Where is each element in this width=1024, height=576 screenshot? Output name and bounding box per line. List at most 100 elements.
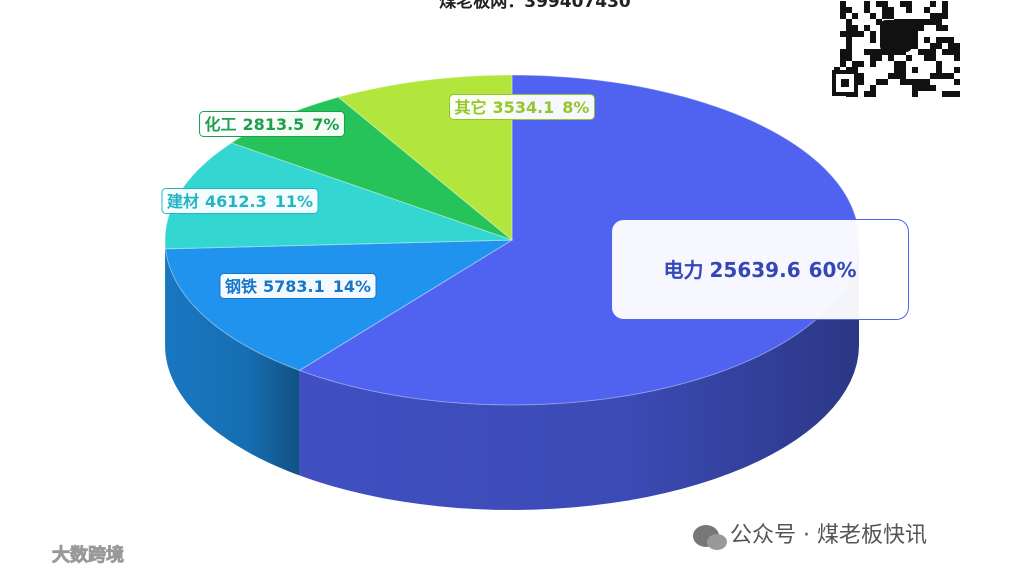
qr-cell <box>870 37 876 43</box>
qr-cell <box>912 79 918 85</box>
label-text: 钢铁 5783.1 14% <box>225 277 371 296</box>
qr-finder <box>841 79 849 87</box>
qr-cell <box>900 1 906 7</box>
qr-cell <box>948 91 954 97</box>
label-box <box>611 219 909 320</box>
qr-cell <box>882 1 888 7</box>
qr-cell <box>912 19 918 25</box>
qr-cell <box>942 1 948 7</box>
qr-cell <box>936 13 942 19</box>
label-text: 化工 2813.5 7% <box>205 115 340 134</box>
qr-cell <box>900 79 906 85</box>
qr-cell <box>846 37 852 43</box>
qr-cell <box>942 25 948 31</box>
wechat-icon <box>707 534 727 550</box>
qr-cell <box>924 55 930 61</box>
qr-cell <box>858 61 864 67</box>
watermark-text: 公众号 · 煤老板快讯 <box>730 523 927 548</box>
qr-cell <box>930 49 936 55</box>
qr-cell <box>840 1 846 7</box>
qr-cell <box>876 49 882 55</box>
qr-cell <box>840 55 846 61</box>
qr-cell <box>840 61 846 67</box>
qr-cell <box>876 55 882 61</box>
qr-cell <box>876 1 882 7</box>
qr-cell <box>840 49 846 55</box>
qr-cell <box>924 7 930 13</box>
qr-cell <box>864 91 870 97</box>
qr-cell <box>924 19 930 25</box>
qr-cell <box>930 43 936 49</box>
slice-side-shade <box>165 248 300 476</box>
qr-cell <box>852 13 858 19</box>
qr-cell <box>870 85 876 91</box>
qr-cell <box>930 19 936 25</box>
qr-cell <box>942 7 948 13</box>
qr-cell <box>894 67 900 73</box>
qr-cell <box>852 61 858 67</box>
qr-cell <box>948 73 954 79</box>
qr-cell <box>888 73 894 79</box>
qr-cell <box>948 49 954 55</box>
label-value: 2813.5 <box>243 115 305 134</box>
qr-cell <box>840 13 846 19</box>
qr-cell <box>936 19 942 25</box>
data-label: 建材 4612.3 11% <box>161 188 319 214</box>
slice-side-shade <box>165 240 166 354</box>
qr-cell <box>882 79 888 85</box>
qr-cell <box>936 37 942 43</box>
qr-cell <box>900 67 906 73</box>
watermark-text: 大数跨境 <box>52 544 124 566</box>
qr-cell <box>912 43 918 49</box>
label-text: 电力 25639.6 60% <box>664 258 857 282</box>
qr-cell <box>924 49 930 55</box>
qr-cell <box>876 19 882 25</box>
qr-cell <box>846 49 852 55</box>
label-value: 5783.1 <box>263 277 325 296</box>
data-labels: 电力 25639.6 60% 钢铁 5783.1 14% 建材 4612.3 11% 化工 2813… <box>161 94 909 320</box>
qr-cell <box>882 13 888 19</box>
qr-cell <box>894 73 900 79</box>
qr-cell <box>942 73 948 79</box>
chart-title: 煤老板网：399407430 <box>439 0 631 12</box>
qr-cell <box>882 7 888 13</box>
qr-cell <box>918 79 924 85</box>
qr-cell <box>942 91 948 97</box>
qr-cell <box>894 61 900 67</box>
qr-cell <box>906 7 912 13</box>
data-label: 化工 2813.5 7% <box>199 111 345 137</box>
qr-cell <box>882 49 888 55</box>
qr-cell <box>936 67 942 73</box>
qr-cell <box>930 1 936 7</box>
qr-cell <box>870 13 876 19</box>
qr-cell <box>924 37 930 43</box>
qr-logo <box>880 20 912 52</box>
qr-cell <box>954 43 960 49</box>
qr-cell <box>870 91 876 97</box>
qr-cell <box>864 7 870 13</box>
data-label: 钢铁 5783.1 14% <box>219 273 377 299</box>
label-value: 3534.1 <box>493 98 555 117</box>
qr-cell <box>918 25 924 31</box>
qr-cell <box>912 31 918 37</box>
qr-cell <box>846 31 852 37</box>
qr-cell <box>948 43 954 49</box>
qr-cell <box>840 7 846 13</box>
qr-cell <box>930 13 936 19</box>
qr-cell <box>918 49 924 55</box>
qr-cell <box>852 25 858 31</box>
qr-cell <box>954 49 960 55</box>
qr-cell <box>924 85 930 91</box>
qr-cell <box>942 13 948 19</box>
qr-cell <box>888 55 894 61</box>
label-percent: 11% <box>275 192 313 211</box>
qr-cell <box>870 31 876 37</box>
qr-cell <box>918 19 924 25</box>
label-percent: 7% <box>312 115 339 134</box>
qr-cell <box>846 19 852 25</box>
qr-cell <box>846 55 852 61</box>
watermark: 公众号 · 煤老板快讯 大数跨境 <box>52 523 927 566</box>
qr-cell <box>906 1 912 7</box>
label-box <box>219 273 377 299</box>
